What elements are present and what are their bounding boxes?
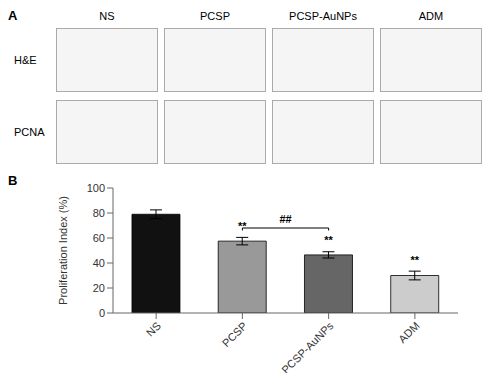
svg-text:0: 0 [99, 307, 105, 319]
html-text:NS: NS [99, 10, 115, 22]
svg-text:##: ## [279, 213, 291, 225]
html-text:ADM: ADM [418, 10, 444, 22]
svg-text:Proliferation Index (%): Proliferation Index (%) [57, 196, 69, 305]
svg-text:80: 80 [93, 207, 105, 219]
html-text:H&E: H&E [14, 54, 37, 66]
html-text:PCSP-AuNPs: PCSP-AuNPs [289, 10, 357, 22]
svg-text:**: ** [238, 220, 247, 232]
html-text:B: B [8, 173, 18, 188]
svg-text:NS: NS [144, 319, 163, 338]
svg-text:**: ** [411, 254, 420, 266]
svg-text:40: 40 [93, 257, 105, 269]
svg-text:60: 60 [93, 232, 105, 244]
svg-text:**: ** [324, 234, 333, 246]
html-text:PCNA: PCNA [14, 126, 45, 138]
html-text:PCSP: PCSP [200, 10, 230, 22]
html-text:A: A [8, 8, 18, 23]
svg-text:PCSP-AuNPs: PCSP-AuNPs [279, 319, 336, 373]
svg-text:PCSP: PCSP [220, 319, 250, 349]
svg-text:ADM: ADM [396, 319, 422, 345]
svg-text:20: 20 [93, 282, 105, 294]
svg-text:100: 100 [87, 182, 105, 194]
